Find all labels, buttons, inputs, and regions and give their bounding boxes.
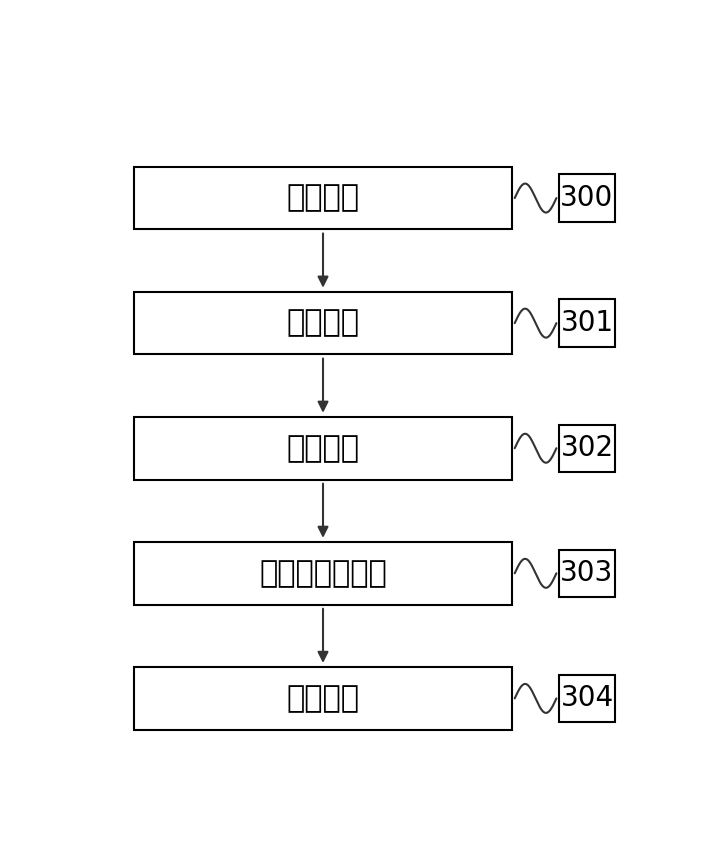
Text: 300: 300 — [560, 184, 614, 212]
Text: 模型管理: 模型管理 — [287, 684, 359, 713]
FancyBboxPatch shape — [559, 299, 614, 347]
FancyBboxPatch shape — [559, 550, 614, 597]
Text: 303: 303 — [560, 559, 614, 587]
Text: 模型检查与修改: 模型检查与修改 — [259, 559, 387, 588]
Text: 需求分析: 需求分析 — [287, 184, 359, 213]
Text: 304: 304 — [561, 684, 614, 712]
Text: 302: 302 — [561, 434, 614, 463]
FancyBboxPatch shape — [134, 417, 512, 480]
FancyBboxPatch shape — [559, 425, 614, 472]
Text: 301: 301 — [561, 310, 614, 337]
Text: 模型融合: 模型融合 — [287, 433, 359, 463]
FancyBboxPatch shape — [559, 675, 614, 722]
Text: 模型构建: 模型构建 — [287, 309, 359, 338]
FancyBboxPatch shape — [134, 667, 512, 729]
FancyBboxPatch shape — [134, 542, 512, 604]
FancyBboxPatch shape — [134, 167, 512, 229]
FancyBboxPatch shape — [559, 174, 614, 221]
FancyBboxPatch shape — [134, 292, 512, 355]
